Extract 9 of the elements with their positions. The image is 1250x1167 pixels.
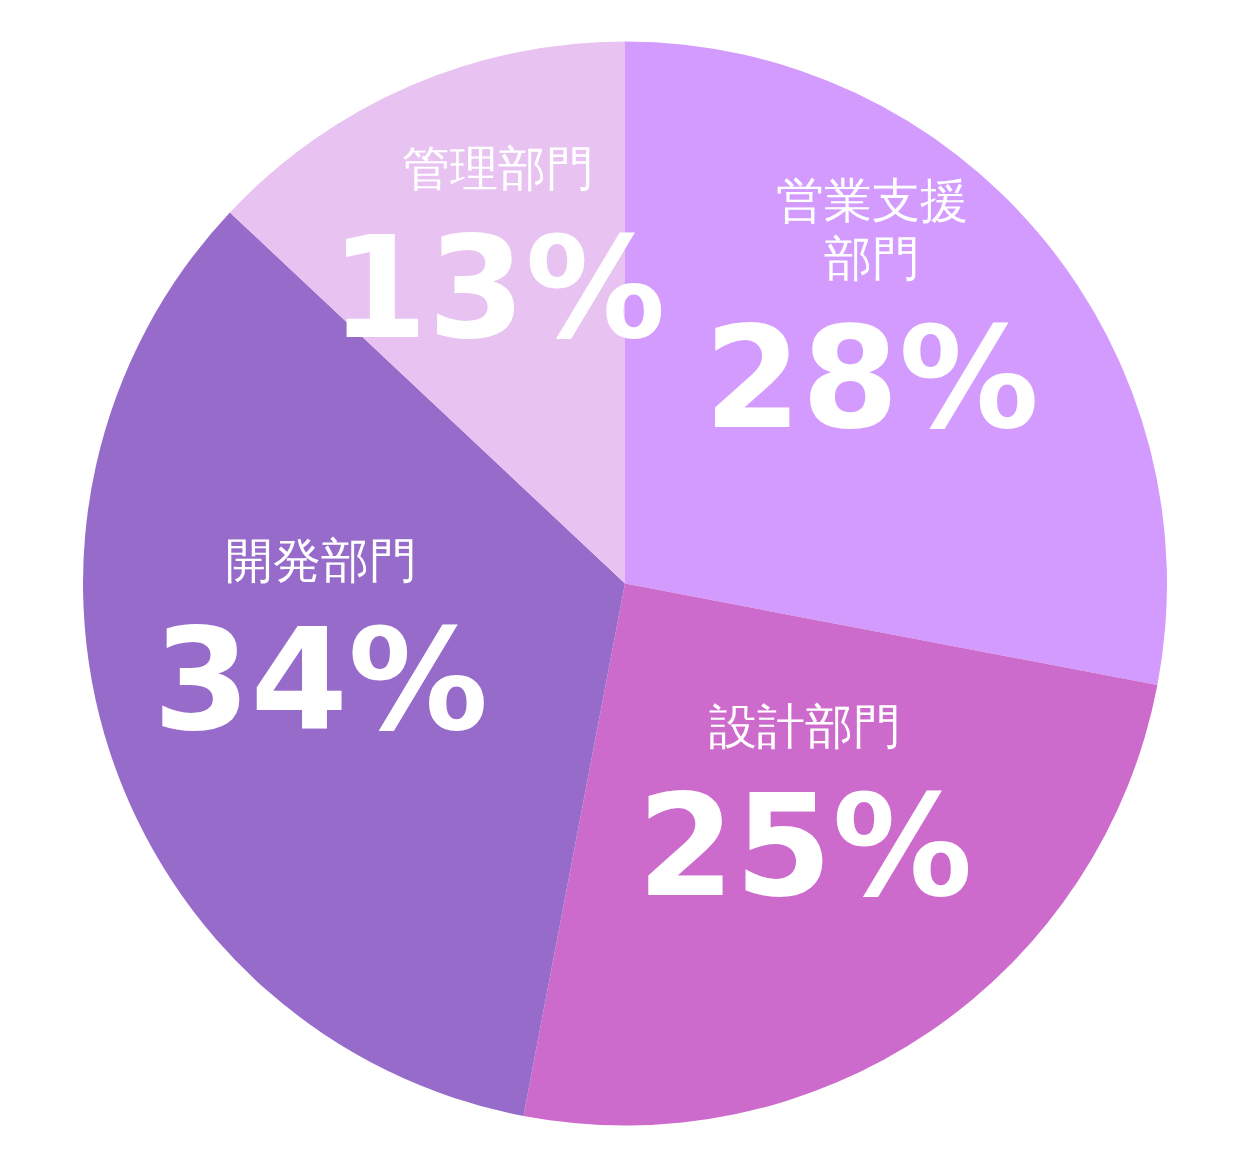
slice-label: 営業支援部門: [775, 171, 968, 286]
data-label: 28%: [704, 296, 1040, 460]
slice-label: 開発部門: [224, 532, 417, 589]
pie-slice: [523, 583, 1158, 1125]
data-label: 25%: [637, 765, 973, 929]
data-label: 13%: [330, 206, 666, 370]
data-label: 34%: [153, 599, 489, 763]
slice-label: 管理部門: [401, 139, 594, 196]
slice-label: 設計部門: [708, 698, 901, 755]
